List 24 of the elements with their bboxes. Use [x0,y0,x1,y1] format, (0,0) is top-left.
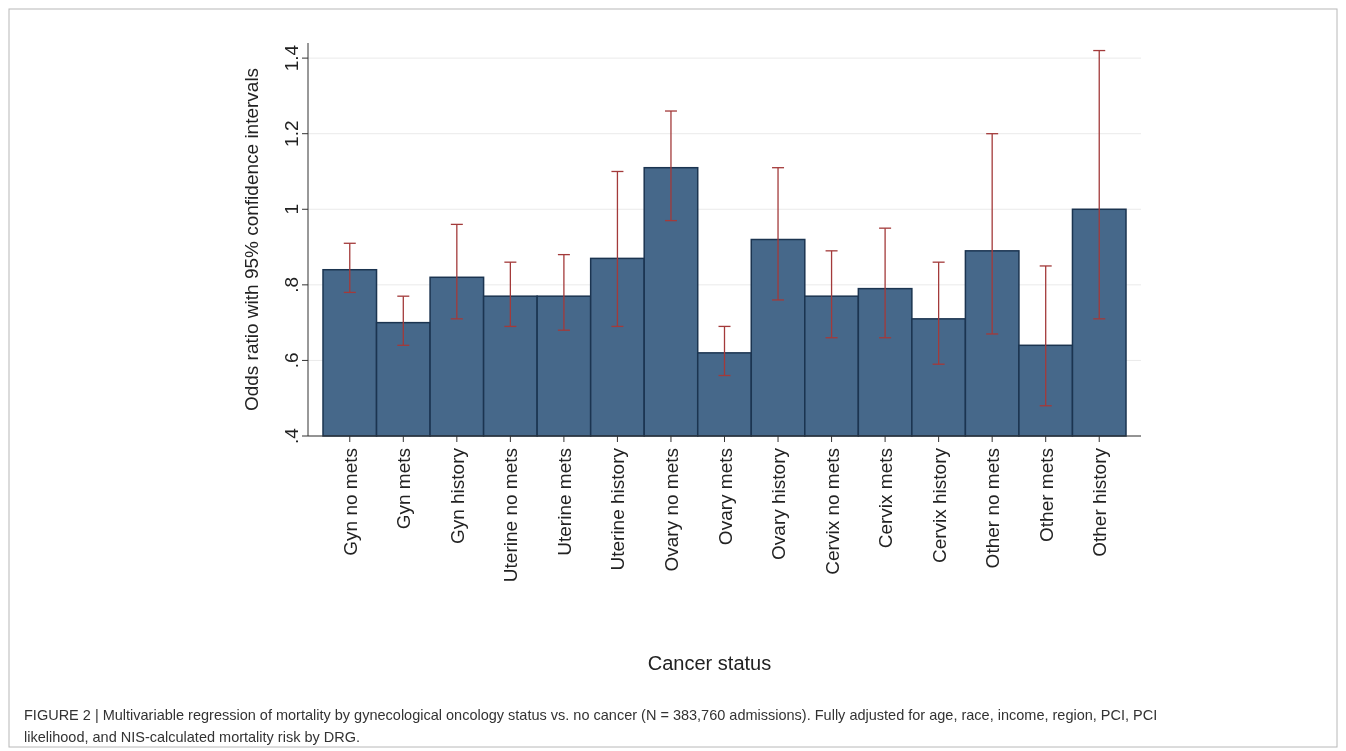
x-tick-label: Other mets [1035,448,1057,542]
x-tick-label: Other no mets [982,448,1004,569]
x-tick-label: Gyn no mets [339,448,361,556]
x-tick-label: Ovary mets [714,448,736,546]
x-tick-label: Cervix mets [875,448,897,549]
y-tick-label: .6 [281,352,302,369]
x-tick-label: Uterine no mets [500,448,522,583]
y-tick-label: 1.2 [281,120,302,147]
x-tick-label: Gyn mets [393,448,415,530]
x-tick-label: Cervix history [928,447,950,564]
x-tick-label: Other history [1089,447,1111,557]
caption: FIGURE 2 | Multivariable regression of mortality by gynecological oncology status vs. no cancer (N = 383,760 admissions). Fully adjusted for age, race, income, region, PCI, PCI likelihood, and NIS-calculated mortality risk by DRG. [24,707,1158,745]
y-tick-label: 1.4 [281,44,302,72]
x-tick-label: Cervix no mets [821,448,843,575]
y-tick-label: .8 [281,276,302,293]
x-tick-label: Uterine history [607,447,629,571]
x-tick-label: Uterine mets [553,448,575,556]
y-tick-label: .4 [281,427,302,444]
x-tick-label: Ovary history [768,447,790,560]
y-axis-title: Odds ratio with 95% confidence intervals [241,67,262,412]
x-tick-label: Ovary no mets [660,448,682,572]
x-axis-title: Cancer status [647,652,772,674]
y-tick-label: 1 [281,203,302,215]
x-tick-label: Gyn history [446,447,468,545]
